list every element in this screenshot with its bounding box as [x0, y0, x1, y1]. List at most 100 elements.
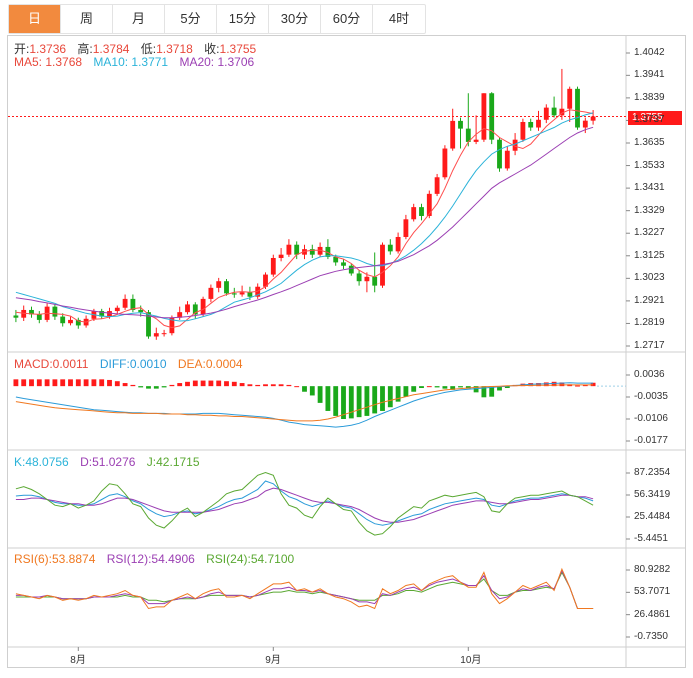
candle-body	[208, 287, 214, 299]
candle-body	[458, 120, 463, 129]
candle-body	[551, 107, 557, 116]
macd-bar	[559, 382, 565, 387]
candle-body	[465, 128, 471, 142]
macd-bar	[122, 383, 128, 387]
macd-bar	[450, 386, 456, 390]
macd-bar	[497, 386, 502, 391]
macd-bar	[185, 381, 190, 387]
candle-body	[512, 139, 518, 151]
candle-body	[403, 219, 409, 237]
macd-bar	[411, 386, 417, 392]
y-tick-label: 1.3737	[634, 114, 665, 126]
macd-legend: MACD:0.0011 DIFF:0.0010 DEA:0.0004	[14, 357, 251, 371]
y-tick-label: -0.0035	[634, 391, 668, 402]
macd-bar	[208, 380, 214, 387]
macd-bar	[224, 381, 229, 387]
macd-bar	[286, 384, 292, 387]
y-tick-label: -5.4451	[634, 533, 668, 544]
macd-bar	[130, 384, 136, 387]
macd-bar	[458, 386, 463, 388]
candle-body	[270, 257, 276, 275]
high-value: 1.3784	[92, 42, 130, 56]
candle-body	[317, 246, 323, 255]
candle-body	[122, 298, 128, 308]
macd-bar	[68, 379, 73, 387]
macd-bar	[263, 384, 268, 387]
macd-bar	[29, 379, 34, 387]
macd-bar	[403, 386, 409, 397]
candle-body	[450, 120, 456, 149]
macd-bar	[481, 386, 487, 398]
macd-bar	[52, 379, 58, 387]
macd-bar	[83, 379, 89, 387]
macd-bar	[489, 386, 495, 397]
candle-body	[263, 274, 268, 287]
tab-5[interactable]: 30分	[269, 5, 321, 33]
y-tick-label: 1.2921	[634, 294, 665, 306]
ohlc-readout: 开:1.3736 高:1.3784 低:1.3718 收:1.3755	[14, 40, 264, 57]
macd-bar	[317, 386, 323, 403]
y-tick-label: 1.3329	[634, 204, 665, 216]
dea-value: DEA:0.0004	[177, 357, 243, 371]
candle-body	[75, 319, 81, 326]
macd-bar	[216, 380, 222, 387]
tab-7[interactable]: 4时	[388, 11, 410, 26]
y-tick-label: 1.2819	[634, 317, 665, 329]
candle-body	[36, 314, 42, 320]
candle-body	[575, 88, 580, 128]
y-tick-label: -0.0106	[634, 413, 668, 424]
macd-bar	[473, 386, 479, 393]
low-value: 1.3718	[156, 42, 193, 56]
candle-body	[99, 311, 105, 317]
y-tick-label: 1.4042	[634, 47, 665, 58]
candle-body	[536, 119, 541, 128]
ma10-line	[15, 112, 594, 322]
timeframe-tabs: 日周月 5分 15分 30分 60分 4时	[8, 4, 426, 34]
candle-body	[356, 273, 362, 282]
y-tick-label: 25.4484	[634, 511, 671, 522]
dea-line	[15, 384, 594, 422]
candle-body	[294, 244, 300, 255]
tab-3[interactable]: 5分	[165, 5, 217, 33]
tab-1[interactable]: 周	[61, 5, 113, 33]
j-value: J:42.1715	[146, 455, 200, 469]
candle-body	[325, 246, 331, 257]
macd-bar	[44, 379, 50, 387]
candle-body	[590, 116, 596, 121]
candle-body	[200, 298, 206, 315]
y-tick-label: 1.3023	[634, 272, 665, 284]
candle-body	[348, 265, 354, 274]
macd-bar	[426, 386, 432, 388]
kdj-legend: K:48.0756 D:51.0276 J:42.1715	[14, 455, 208, 469]
tab-4[interactable]: 15分	[217, 5, 269, 33]
y-tick-label: 1.3431	[634, 182, 665, 194]
candle-body	[567, 88, 573, 109]
candle-body	[68, 319, 73, 324]
candle-body	[504, 150, 510, 169]
tab-6[interactable]: 60分	[321, 5, 373, 33]
candle-body	[153, 333, 159, 337]
y-tick-label: 80.9282	[634, 564, 671, 575]
x-tick-label: 9月	[265, 655, 281, 666]
candle-body	[543, 107, 549, 120]
rsi6-line	[15, 567, 594, 610]
open-label: 开:	[14, 42, 30, 56]
candle-body	[130, 298, 136, 310]
macd-bar	[13, 379, 19, 387]
candle-body	[481, 93, 487, 140]
macd-bar	[442, 386, 448, 389]
tab-2[interactable]: 月	[113, 5, 165, 33]
candle-body	[247, 292, 253, 297]
macd-bar	[239, 383, 245, 387]
y-tick-label: 1.3227	[634, 227, 665, 239]
macd-value: MACD:0.0011	[14, 357, 89, 371]
candle-body	[380, 244, 385, 286]
macd-bar	[419, 386, 424, 389]
candle-body	[286, 244, 292, 255]
tab-0[interactable]: 日	[9, 5, 61, 33]
candle-body	[60, 316, 66, 324]
candle-body	[489, 93, 495, 140]
macd-bar	[551, 381, 557, 387]
macd-bar	[169, 384, 175, 387]
